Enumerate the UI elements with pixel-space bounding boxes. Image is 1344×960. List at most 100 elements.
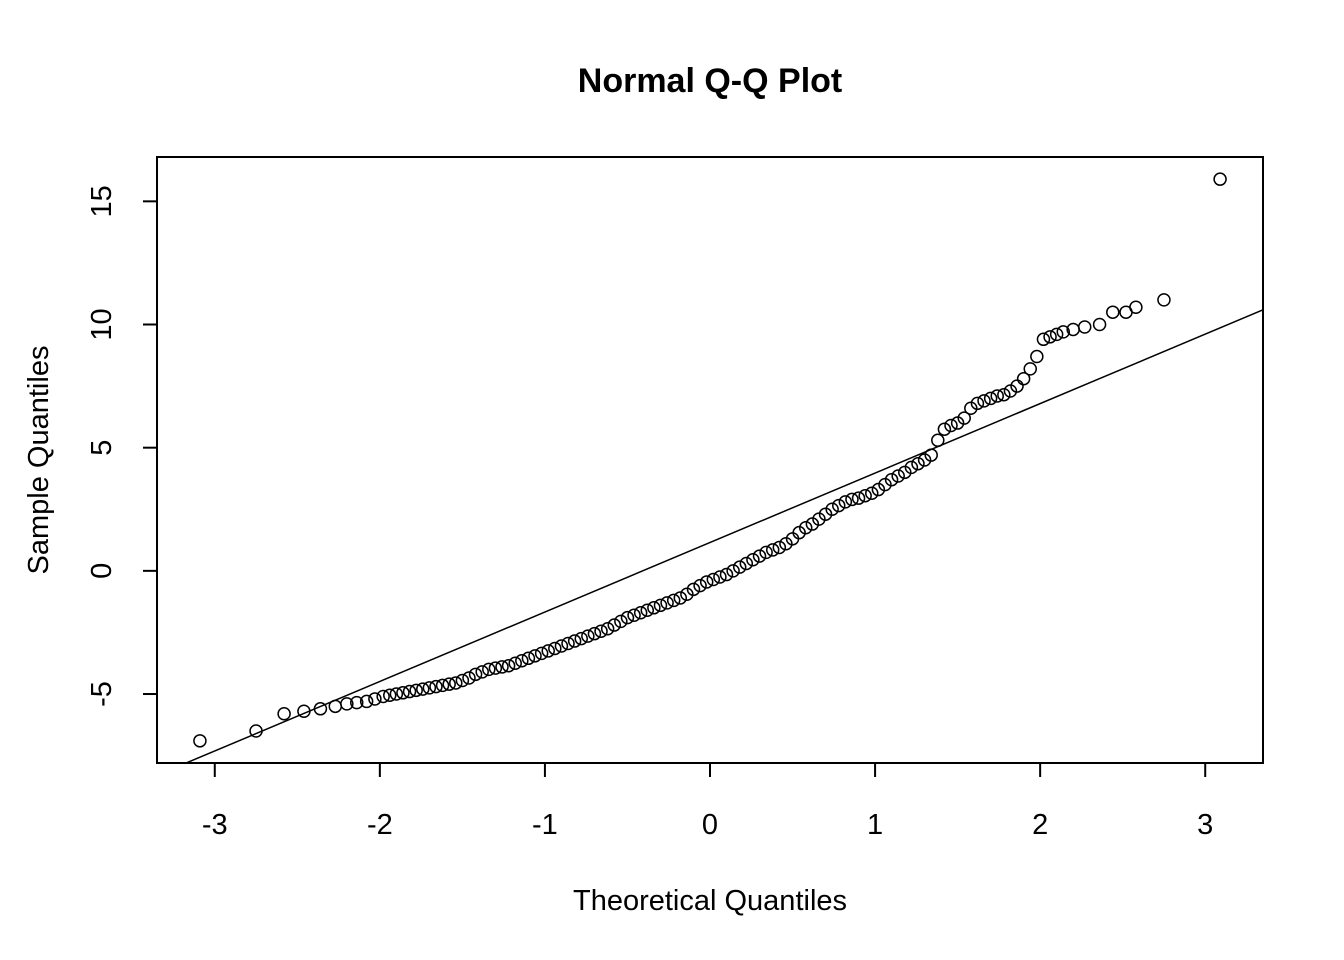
data-point: [277, 706, 291, 721]
data-point: [449, 676, 463, 690]
y-tick-label: -5: [86, 681, 118, 707]
data-point: [501, 658, 516, 673]
x-tick-label: 2: [1032, 809, 1048, 841]
data-point: [349, 695, 364, 710]
data-point: [673, 591, 688, 605]
data-point: [719, 567, 734, 582]
qq-reference-line: [184, 309, 1263, 763]
data-point: [614, 614, 628, 629]
data-point: [884, 472, 899, 487]
data-point: [313, 702, 328, 716]
data-point: [534, 646, 549, 661]
data-point: [865, 486, 879, 501]
data-point: [706, 572, 721, 587]
data-point: [931, 433, 945, 448]
data-point: [911, 456, 925, 471]
data-point: [838, 495, 853, 509]
data-point: [990, 389, 1004, 403]
data-point: [1016, 371, 1031, 386]
data-point: [699, 575, 714, 589]
data-point: [858, 488, 872, 503]
data-point: [567, 634, 582, 648]
data-point: [455, 673, 470, 688]
data-point: [528, 649, 542, 663]
data-point: [666, 593, 681, 608]
data-point: [726, 564, 740, 578]
data-point: [944, 418, 958, 433]
data-point: [997, 387, 1011, 402]
data-point: [389, 687, 404, 701]
data-point: [548, 641, 562, 656]
data-point: [429, 679, 443, 694]
data-point: [633, 605, 648, 620]
data-point: [832, 498, 846, 513]
data-point: [416, 682, 430, 696]
data-point: [587, 626, 602, 641]
data-point: [297, 704, 311, 719]
data-point: [1157, 293, 1171, 307]
data-point: [495, 660, 509, 674]
data-point: [521, 651, 536, 666]
plot-frame: [156, 156, 1264, 764]
y-tick-label: 0: [86, 563, 118, 579]
data-point: [508, 656, 522, 670]
data-point: [891, 469, 905, 483]
data-point: [1043, 330, 1057, 344]
x-tick-label: 3: [1197, 809, 1213, 841]
data-point: [600, 621, 615, 636]
data-point: [713, 570, 727, 584]
data-point: [581, 629, 595, 643]
data-point: [977, 394, 991, 408]
data-point: [970, 396, 985, 411]
data-point: [1213, 172, 1227, 186]
data-point: [1049, 327, 1064, 342]
x-tick-label: -2: [367, 809, 393, 841]
data-point: [409, 683, 423, 698]
data-point: [442, 677, 456, 691]
data-point: [937, 422, 952, 436]
data-point: [1092, 317, 1107, 332]
data-point: [765, 543, 780, 557]
data-point: [515, 654, 529, 668]
data-point: [1023, 362, 1037, 376]
data-point: [845, 492, 859, 507]
x-tick-label: 0: [702, 809, 718, 841]
data-point: [620, 610, 635, 625]
data-point: [851, 491, 866, 505]
data-point: [825, 502, 839, 517]
data-point: [957, 411, 971, 425]
data-point: [574, 631, 588, 646]
data-point: [328, 699, 343, 714]
data-point: [594, 624, 608, 638]
data-point: [1036, 332, 1051, 347]
data-point: [732, 560, 747, 574]
data-point: [402, 684, 417, 699]
data-point: [798, 520, 813, 535]
y-tick-label: 15: [86, 185, 118, 217]
data-point: [422, 681, 437, 695]
data-point: [759, 545, 773, 560]
x-tick-label: 1: [867, 809, 883, 841]
y-tick-label: 5: [86, 440, 118, 456]
data-point: [1106, 305, 1120, 319]
data-point: [1056, 325, 1071, 339]
data-point: [647, 601, 661, 615]
chart-title: Normal Q-Q Plot: [578, 62, 842, 100]
data-point: [1129, 300, 1143, 315]
data-point: [396, 686, 410, 700]
data-point: [368, 692, 382, 706]
data-point: [554, 639, 569, 653]
y-axis-label: Sample Quantiles: [23, 346, 55, 575]
data-point: [1077, 320, 1092, 334]
x-axis: -3 -2 -1 0 1 2 3: [202, 763, 1213, 841]
data-point: [660, 596, 674, 610]
data-point: [340, 697, 354, 711]
reference-line-layer: [184, 309, 1263, 763]
x-tick-label: -1: [532, 809, 558, 841]
data-point: [772, 540, 787, 555]
data-points: [193, 172, 1227, 748]
data-point: [653, 598, 668, 613]
data-point: [541, 644, 555, 658]
data-point: [359, 694, 374, 709]
